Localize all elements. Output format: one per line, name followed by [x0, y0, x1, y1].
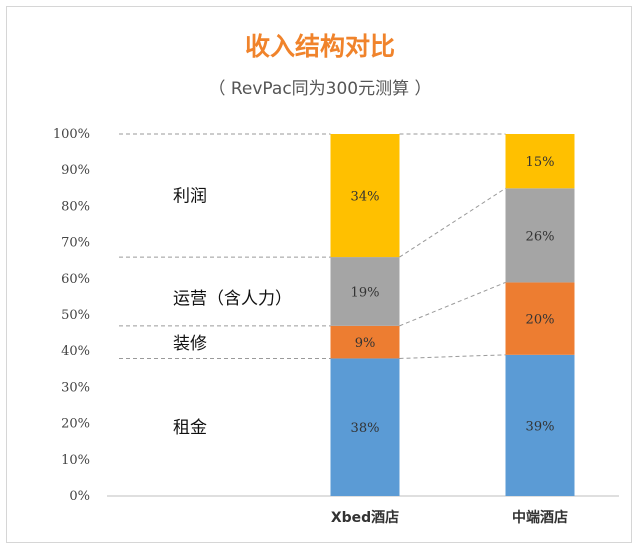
connector-line [399, 187, 506, 258]
category-label: Xbed酒店 [331, 509, 399, 526]
y-tick-label: 20% [61, 417, 90, 432]
segment-labels: 38% 9% 19% 34% 39% 20% 26% 15% [351, 155, 555, 436]
y-tick-label: 90% [61, 163, 90, 178]
bar-segment [505, 134, 575, 189]
segment-value-label: 19% [351, 285, 380, 300]
category-labels: Xbed酒店 中端酒店 [331, 509, 568, 526]
bar-segment [330, 358, 400, 496]
y-tick-label: 70% [61, 236, 90, 251]
bar-segment [330, 257, 400, 326]
y-tick-label: 100% [53, 127, 90, 142]
y-tick-label: 80% [61, 199, 90, 214]
bar-segment [505, 188, 575, 283]
segment-value-label: 26% [526, 229, 555, 244]
segment-value-label: 9% [355, 336, 376, 351]
y-tick-label: 50% [61, 308, 90, 323]
y-axis-ticks: 0% 10% 20% 30% 40% 50% 60% 70% 80% 90% 100% [53, 127, 90, 504]
y-tick-label: 40% [61, 344, 90, 359]
segment-value-label: 20% [526, 313, 555, 328]
chart-subtitle: （ RevPac同为300元测算 ） [208, 79, 431, 99]
stacked-bar-chart: 收入结构对比 （ RevPac同为300元测算 ） 0% 10% 20% 30% 40%… [53, 32, 619, 526]
bar-segment [330, 134, 400, 258]
y-tick-label: 0% [69, 489, 90, 504]
segment-value-label: 39% [526, 419, 555, 434]
segment-value-label: 38% [351, 421, 380, 436]
bar-segment [505, 354, 575, 496]
y-tick-label: 10% [61, 453, 90, 468]
series-annotation: 利润 [173, 187, 207, 207]
series-annotation: 运营（含人力） [173, 289, 292, 309]
segment-value-label: 34% [351, 190, 380, 205]
series-annotations: 租金 装修 运营（含人力） 利润 [173, 187, 292, 439]
connector-line [399, 354, 506, 359]
bar-segment [505, 282, 575, 355]
chart-frame: 收入结构对比 （ RevPac同为300元测算 ） 0% 10% 20% 30% 40%… [6, 6, 632, 543]
y-tick-label: 30% [61, 380, 90, 395]
bars [330, 134, 575, 496]
connector-line [399, 281, 506, 327]
bar-segment [330, 325, 400, 359]
series-connector-lines [119, 133, 506, 359]
segment-value-label: 15% [526, 155, 555, 170]
series-annotation: 租金 [173, 418, 207, 438]
series-annotation: 装修 [173, 334, 207, 354]
chart-title: 收入结构对比 [245, 32, 395, 61]
category-label: 中端酒店 [512, 509, 568, 526]
y-tick-label: 60% [61, 272, 90, 287]
